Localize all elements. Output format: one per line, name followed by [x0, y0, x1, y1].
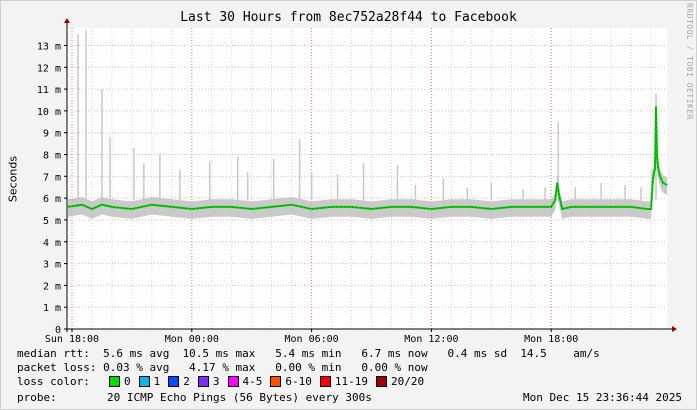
y-tick-label: 12 m [37, 63, 61, 74]
legend-swatch [197, 376, 209, 387]
x-axis-arrow [672, 326, 677, 332]
legend-swatch [319, 376, 331, 387]
y-tick-label: 2 m [43, 281, 61, 292]
y-tick-label: 10 m [37, 107, 61, 118]
y-tick-label: 6 m [43, 194, 61, 205]
y-tick-label: 3 m [43, 260, 61, 271]
legend-swatch [168, 376, 180, 387]
legend-items: 0 1 2 3 4-5 6-10 11-19 20/20 [109, 375, 432, 388]
chart-title: Last 30 Hours from 8ec752a28f44 to Faceb… [180, 10, 517, 25]
y-axis-label: Seconds [6, 155, 20, 203]
y-tick-label: 5 m [43, 216, 61, 227]
legend-label: 2 [183, 375, 190, 388]
legend-item: 3 [197, 375, 220, 388]
legend-swatch [109, 376, 120, 387]
watermark: RRDTOOL / TOBI OETIKER [685, 3, 694, 120]
legend-item: 1 [138, 375, 161, 388]
legend-item: 4-5 [227, 375, 263, 388]
y-axis-arrow [64, 18, 70, 23]
packet-loss-line: packet loss: 0.03 % avg 4.17 % max 0.00 … [17, 361, 428, 374]
y-tick-labels: 0 1 m 2 m 3 m 4 m 5 m 6 m 7 m 8 m 9 m 10 m 11 m 12 m… [37, 41, 67, 336]
legend-item: 2 [168, 375, 190, 388]
x-tick-label: Mon 18:00 [524, 334, 578, 345]
legend-item: 0 [109, 375, 131, 388]
legend-item: 20/20 [376, 375, 424, 388]
legend-swatch [227, 376, 239, 387]
y-tick-label: 7 m [43, 172, 61, 183]
y-tick-label: 9 m [43, 129, 61, 140]
x-tick-label: Sun 18:00 [45, 334, 99, 345]
legend-swatch [138, 376, 150, 387]
legend-label: 11-19 [334, 375, 368, 388]
y-tick-label: 13 m [37, 41, 61, 52]
legend-label: 4-5 [242, 375, 263, 388]
y-tick-label: 1 m [43, 303, 61, 314]
median-line [67, 106, 668, 211]
median-rtt-line: median rtt: 5.6 ms avg 10.5 ms max 5.4 m… [17, 347, 600, 360]
probe-label: probe: [17, 391, 57, 404]
y-tick-label: 11 m [37, 85, 61, 96]
x-tick-label: Mon 00:00 [165, 334, 219, 345]
legend-label: 3 [212, 375, 220, 388]
loss-color-label: loss color: [17, 375, 90, 388]
legend-label: 1 [153, 375, 161, 388]
x-tick-labels: Sun 18:00 Mon 00:00 Mon 06:00 Mon 12:00 Mon … [45, 329, 578, 345]
probe-description: 20 ICMP Echo Pings (56 Bytes) every 300s [107, 391, 372, 404]
generated-timestamp: Mon Dec 15 23:36:44 2025 [523, 391, 682, 404]
latency-spikes [77, 30, 657, 201]
y-tick-label: 8 m [43, 151, 61, 162]
legend-swatch [376, 376, 387, 387]
x-tick-label: Mon 12:00 [404, 334, 458, 345]
legend-label: 0 [124, 375, 131, 388]
legend-item: 6-10 [270, 375, 312, 388]
y-tick-label: 0 [55, 325, 61, 336]
plot-background [67, 28, 667, 329]
legend-label: 6-10 [285, 375, 312, 388]
legend-swatch [270, 376, 282, 387]
y-tick-label: 4 m [43, 238, 61, 249]
loss-color-legend: loss color: 0 1 2 3 4-5 6-10 11-19 20/20 [17, 375, 432, 388]
x-tick-label: Mon 06:00 [284, 334, 338, 345]
median-rtt-series [67, 106, 668, 211]
axes [64, 18, 677, 332]
legend-item: 11-19 [319, 375, 368, 388]
legend-label: 20/20 [391, 375, 425, 388]
